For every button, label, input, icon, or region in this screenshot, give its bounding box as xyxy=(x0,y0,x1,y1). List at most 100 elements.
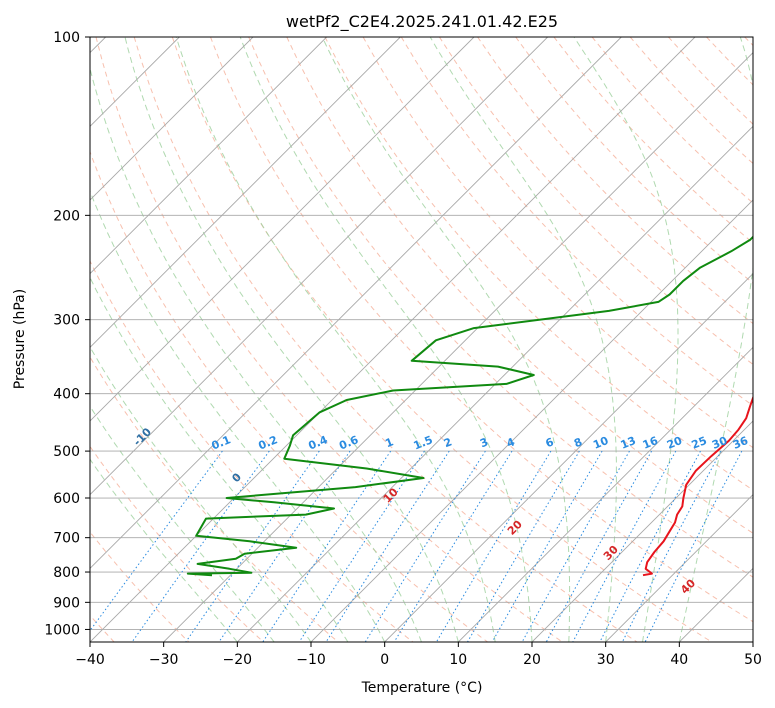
isotherm-line xyxy=(458,346,753,642)
dry-adiabat-line xyxy=(90,150,488,642)
y-tick-label: 300 xyxy=(53,313,80,329)
mixing-ratio-label: 0.2 xyxy=(257,433,280,452)
mixing-ratio-line xyxy=(131,450,270,642)
x-tick-label: 40 xyxy=(670,652,688,668)
mixing-ratio-label: 2 xyxy=(442,435,454,450)
x-tick-label: 30 xyxy=(597,652,615,668)
moist-adiabat-line xyxy=(124,37,459,642)
moist-adiabat-line xyxy=(90,66,422,642)
x-axis-label: Temperature (°C) xyxy=(361,680,483,696)
mixing-ratio-label: 30 xyxy=(710,434,729,452)
mixing-ratio-line xyxy=(545,450,653,642)
moist-adiabat-line xyxy=(239,37,533,642)
dry-adiabat-line xyxy=(90,259,414,642)
dry-adiabat-line xyxy=(90,445,264,642)
x-tick-label: 0 xyxy=(380,652,389,668)
isotherm-line xyxy=(90,37,254,201)
mixing-ratio-label: 0.6 xyxy=(337,433,360,452)
dry-adiabat-line xyxy=(171,37,712,642)
dry-adiabat-line xyxy=(706,37,753,86)
isotherm-line xyxy=(237,125,753,642)
dry-adiabat-line xyxy=(744,37,753,47)
moist-adiabat-label: 20 xyxy=(505,517,525,537)
moist-adiabat-line xyxy=(321,37,571,642)
isotherm-line xyxy=(90,37,548,496)
moist-adiabat-line xyxy=(90,458,238,642)
dry-adiabat-line xyxy=(553,37,753,244)
isotherm-line xyxy=(90,37,401,348)
mixing-ratio-label: 10 xyxy=(591,434,610,452)
x-tick-label: −10 xyxy=(296,652,326,668)
x-tick-label: 10 xyxy=(449,652,467,668)
plot-frame xyxy=(89,36,754,643)
isotherm-line xyxy=(90,37,327,275)
moist-adiabat-label: 10 xyxy=(381,485,401,505)
isotherm-line xyxy=(310,199,753,642)
mixing-ratio-label: 13 xyxy=(619,434,638,452)
moist-adiabat-line xyxy=(678,37,753,642)
isotherm-line xyxy=(90,37,622,569)
mixing-ratio-line xyxy=(521,450,630,642)
dry-adiabat-line xyxy=(133,37,638,642)
x-tick-label: −40 xyxy=(75,652,105,668)
mixing-ratio-line xyxy=(298,450,425,642)
moist-adiabat-line xyxy=(90,405,275,642)
dry-adiabat-line xyxy=(90,531,190,642)
dry-adiabat-line xyxy=(515,37,753,284)
dry-adiabat-line xyxy=(668,37,753,125)
temperature-profile-line xyxy=(642,394,753,577)
x-axis: −40 −30 −20 −10 0 10 20 30 40 50 xyxy=(75,642,762,668)
dry-adiabat-label: -10 xyxy=(131,425,154,448)
moist-adiabat-line xyxy=(90,276,349,642)
mixing-ratio-label: 0.4 xyxy=(307,433,330,452)
mixing-ratio-line xyxy=(393,450,513,642)
chart-title: wetPf2_C2E4.2025.241.01.42.E25 xyxy=(286,12,558,32)
mixing-ratio-line xyxy=(435,450,552,642)
x-tick-label: −30 xyxy=(149,652,179,668)
moist-adiabat-label: 30 xyxy=(601,543,621,563)
y-tick-label: 500 xyxy=(53,444,80,460)
isotherm-line xyxy=(752,641,753,642)
mixing-ratio-line xyxy=(599,450,701,642)
dry-adiabat-line xyxy=(324,37,753,491)
mixing-ratio-label: 3 xyxy=(478,435,490,450)
pressure-gridlines xyxy=(90,37,753,630)
mixing-ratio-line xyxy=(364,450,486,642)
isotherm-line xyxy=(163,52,753,642)
mixing-ratio-label: 20 xyxy=(665,434,684,452)
isotherm-line xyxy=(531,420,753,642)
plot-area: 0.10.20.40.611.52346810131620253036-100-… xyxy=(90,37,753,642)
mixing-ratio-line xyxy=(467,450,580,642)
y-tick-label: 100 xyxy=(53,30,80,46)
dry-adiabat-line xyxy=(210,37,753,623)
mixing-ratio-lines xyxy=(90,450,743,642)
isotherm-line xyxy=(90,37,696,642)
mixing-ratio-line xyxy=(644,450,743,642)
isotherm-line xyxy=(679,567,753,642)
y-tick-label: 900 xyxy=(53,595,80,611)
y-tick-label: 600 xyxy=(53,491,80,507)
y-axis-label: Pressure (hPa) xyxy=(12,289,28,389)
mixing-ratio-line xyxy=(90,450,223,632)
mixing-ratio-label: 1 xyxy=(383,435,395,450)
moist-adiabat-line xyxy=(429,37,617,642)
mixing-ratio-label: 16 xyxy=(641,434,660,452)
mixing-ratio-line xyxy=(262,450,392,642)
dry-adiabat-line xyxy=(90,356,339,642)
mixing-ratio-line xyxy=(185,450,320,642)
x-tick-label: −20 xyxy=(223,652,253,668)
x-tick-label: 20 xyxy=(523,652,541,668)
moist-adiabat-line xyxy=(573,37,679,642)
isotherms xyxy=(90,37,753,642)
mixing-ratio-line xyxy=(491,450,603,642)
mixing-ratio-label: 0.1 xyxy=(210,433,233,452)
isotherm-line xyxy=(605,494,753,642)
mixing-ratio-label: 36 xyxy=(731,434,750,452)
mixing-ratio-line xyxy=(325,450,450,642)
dewpoint-profile-line xyxy=(186,235,753,577)
dry-adiabats xyxy=(90,37,753,642)
x-tick-label: 50 xyxy=(744,652,762,668)
profiles xyxy=(186,235,753,577)
y-tick-label: 1000 xyxy=(44,622,80,638)
